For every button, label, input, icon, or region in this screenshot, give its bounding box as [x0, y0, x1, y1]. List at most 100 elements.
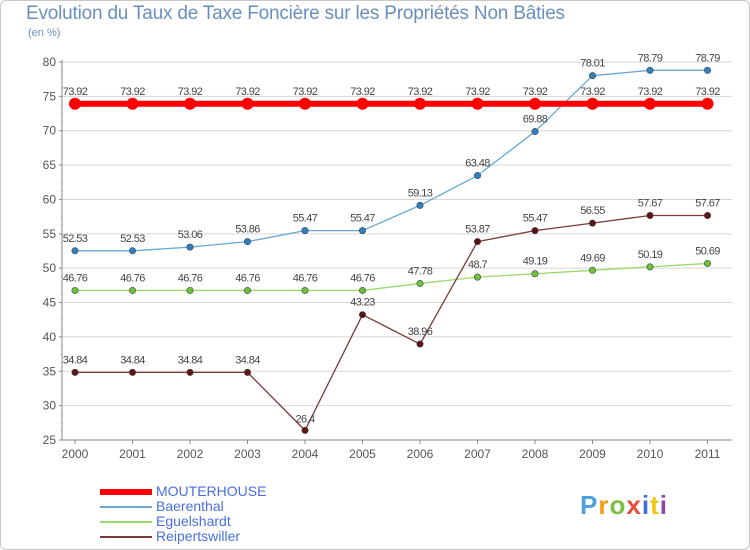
- legend-swatch: [100, 521, 152, 523]
- data-label-reipertswiller: 34.84: [120, 354, 145, 366]
- data-point-reipertswiller: [646, 211, 654, 219]
- data-label-mouterhouse: 73.92: [178, 86, 203, 98]
- data-label-eguelshardt: 46.76: [63, 272, 88, 284]
- data-point-baerenthal: [531, 128, 539, 136]
- data-label-mouterhouse: 73.92: [695, 86, 720, 98]
- data-label-baerenthal: 78.79: [695, 52, 720, 64]
- data-label-mouterhouse: 73.92: [120, 86, 145, 98]
- x-tick-label: 2002: [177, 447, 204, 461]
- data-point-baerenthal: [358, 227, 366, 235]
- data-label-mouterhouse: 73.92: [638, 86, 663, 98]
- data-point-mouterhouse: [69, 97, 81, 110]
- data-point-reipertswiller: [473, 238, 481, 246]
- y-tick-label: 50: [43, 261, 57, 275]
- data-point-mouterhouse: [701, 97, 714, 110]
- proxiti-logo: Proxiti: [580, 490, 668, 521]
- data-point-baerenthal: [244, 238, 252, 246]
- data-label-eguelshardt: 47.78: [408, 265, 433, 277]
- data-label-baerenthal: 69.88: [523, 114, 548, 126]
- logo-letter: t: [650, 490, 660, 520]
- x-tick-label: 2011: [695, 447, 721, 461]
- data-point-reipertswiller: [129, 368, 137, 376]
- data-point-reipertswiller: [416, 340, 424, 348]
- data-label-baerenthal: 59.13: [408, 187, 433, 199]
- data-point-baerenthal: [186, 243, 194, 251]
- data-point-baerenthal: [703, 66, 711, 74]
- data-label-baerenthal: 63.48: [465, 158, 490, 170]
- series-line-reipertswiller: [75, 214, 708, 432]
- data-point-mouterhouse: [241, 97, 254, 110]
- data-point-baerenthal: [129, 247, 137, 255]
- data-point-mouterhouse: [644, 97, 656, 110]
- y-tick-label: 45: [43, 296, 57, 310]
- chart-subtitle: (en %): [28, 27, 61, 39]
- data-point-reipertswiller: [358, 311, 366, 319]
- y-tick-label: 30: [43, 399, 57, 413]
- data-label-mouterhouse: 73.92: [350, 86, 375, 98]
- data-label-mouterhouse: 73.92: [63, 86, 88, 98]
- series-line-eguelshardt: [75, 262, 708, 292]
- logo-letter: o: [609, 490, 627, 520]
- data-label-baerenthal: 78.79: [638, 52, 663, 64]
- data-point-reipertswiller: [301, 426, 309, 434]
- data-point-eguelshardt: [531, 270, 539, 278]
- data-label-mouterhouse: 73.92: [523, 86, 548, 98]
- data-label-baerenthal: 55.47: [293, 213, 318, 225]
- data-label-eguelshardt: 48.7: [468, 259, 487, 271]
- data-label-baerenthal: 52.53: [63, 233, 88, 245]
- data-point-baerenthal: [588, 72, 596, 80]
- data-label-baerenthal: 78.01: [580, 58, 605, 70]
- data-point-reipertswiller: [531, 227, 539, 235]
- data-point-baerenthal: [473, 172, 481, 180]
- logo-letter: i: [641, 490, 651, 520]
- data-label-reipertswiller: 34.84: [178, 354, 203, 366]
- data-point-mouterhouse: [126, 97, 139, 110]
- x-tick-label: 2001: [119, 447, 146, 461]
- data-point-eguelshardt: [358, 286, 366, 294]
- legend-label: Reipertswiller: [156, 528, 241, 544]
- y-tick-label: 40: [43, 330, 57, 344]
- data-point-baerenthal: [301, 227, 309, 235]
- legend-label: Baerenthal: [156, 498, 224, 514]
- data-label-reipertswiller: 34.84: [235, 354, 260, 366]
- data-point-mouterhouse: [471, 97, 484, 110]
- data-label-reipertswiller: 34.84: [63, 354, 88, 366]
- data-label-reipertswiller: 38.96: [408, 326, 433, 338]
- y-tick-label: 80: [43, 55, 57, 69]
- data-label-baerenthal: 53.86: [235, 224, 260, 236]
- x-tick-label: 2009: [579, 447, 606, 461]
- data-label-eguelshardt: 46.76: [120, 272, 145, 284]
- legend-swatch: [100, 489, 152, 495]
- data-point-reipertswiller: [244, 368, 252, 376]
- logo-letter: P: [580, 490, 599, 520]
- data-label-reipertswiller: 53.87: [465, 224, 490, 236]
- data-point-eguelshardt: [416, 279, 424, 287]
- data-point-mouterhouse: [299, 97, 311, 110]
- data-point-eguelshardt: [301, 286, 309, 294]
- data-label-reipertswiller: 57.67: [638, 197, 663, 209]
- data-point-mouterhouse: [184, 97, 196, 110]
- data-label-mouterhouse: 73.92: [235, 86, 260, 98]
- x-tick-label: 2008: [522, 447, 549, 461]
- data-point-baerenthal: [416, 201, 424, 209]
- data-point-mouterhouse: [356, 97, 369, 110]
- x-tick-label: 2007: [464, 447, 491, 461]
- data-label-reipertswiller: 43.23: [350, 297, 375, 309]
- y-tick-label: 75: [43, 89, 57, 103]
- data-point-eguelshardt: [646, 263, 654, 271]
- legend-swatch: [100, 536, 152, 538]
- y-tick-label: 60: [43, 192, 57, 206]
- data-point-reipertswiller: [71, 368, 79, 376]
- data-label-eguelshardt: 50.19: [638, 249, 663, 261]
- data-label-reipertswiller: 26.4: [295, 413, 314, 425]
- data-point-mouterhouse: [529, 97, 541, 110]
- x-tick-label: 2006: [407, 447, 434, 461]
- y-tick-label: 35: [43, 364, 57, 378]
- data-point-eguelshardt: [473, 273, 481, 281]
- data-label-mouterhouse: 73.92: [293, 86, 318, 98]
- data-point-mouterhouse: [586, 97, 599, 110]
- logo-letter: r: [598, 490, 610, 520]
- data-label-baerenthal: 53.06: [178, 229, 203, 241]
- data-label-eguelshardt: 46.76: [350, 272, 375, 284]
